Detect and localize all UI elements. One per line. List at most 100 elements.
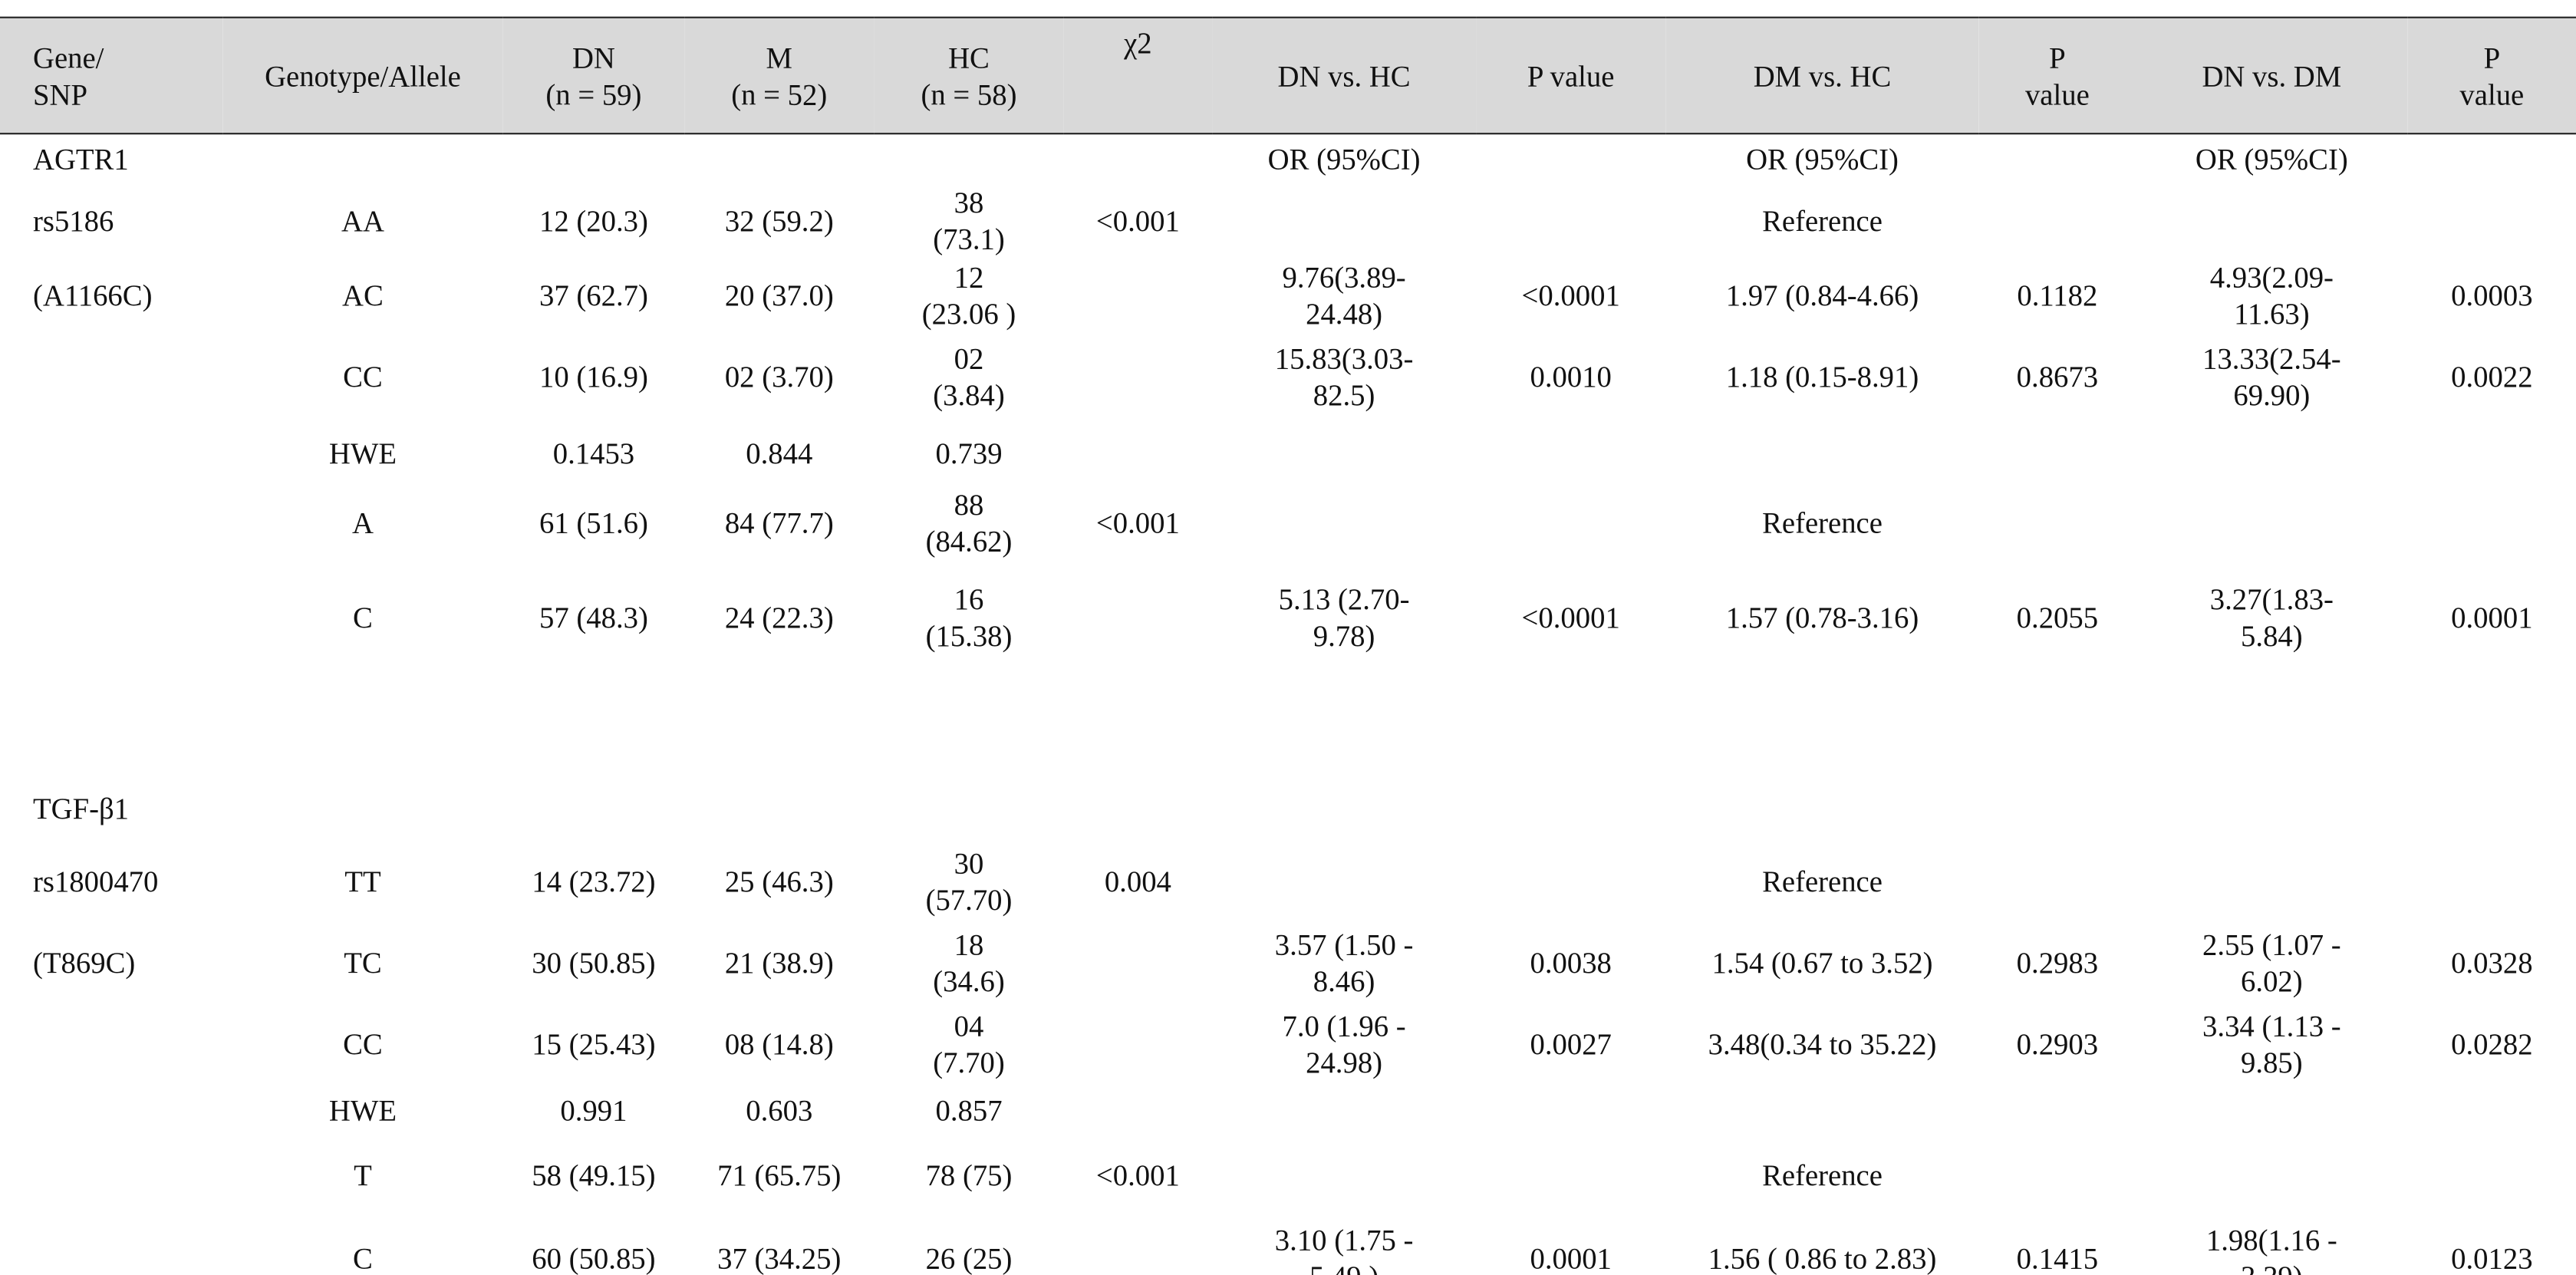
table-cell xyxy=(874,775,1063,842)
table-cell: OR (95%CI) xyxy=(1746,142,1899,176)
table-cell: 0.2055 xyxy=(2016,600,2099,634)
table-cell: <0.0001 xyxy=(1521,278,1620,311)
table-cell: 3.10 (1.75 - 5.49 ) xyxy=(1274,1223,1414,1275)
table-cell: 1.97 (0.84-4.66) xyxy=(1725,278,1919,311)
table-cell: 1.56 ( 0.86 to 2.83) xyxy=(1708,1241,1937,1275)
table-cell: TC xyxy=(344,945,382,979)
table-cell: 61 (51.6) xyxy=(539,505,648,539)
table-cell: <0.001 xyxy=(1095,203,1180,237)
header-cell: P value xyxy=(1527,58,1615,93)
table-cell xyxy=(1665,1083,1978,1136)
header-cell: HC (n = 58) xyxy=(921,41,1017,110)
table-cell xyxy=(1212,1083,1476,1136)
table-cell: 18 (34.6) xyxy=(933,927,1005,997)
table-cell: 60 (50.85) xyxy=(532,1241,656,1275)
table-cell: 02 (3.84) xyxy=(933,341,1005,411)
table-cell xyxy=(1064,1003,1212,1083)
table-cell: 2.55 (1.07 - 6.02) xyxy=(2202,927,2341,997)
table-cell xyxy=(1979,1136,2136,1213)
table-cell: 0.0010 xyxy=(1530,359,1612,393)
table-cell xyxy=(2136,1083,2408,1136)
table-cell: Reference xyxy=(1762,864,1883,898)
table-cell: AGTR1 xyxy=(32,142,129,176)
table-cell: 20 (37.0) xyxy=(724,278,834,311)
table-row: (A1166C) AC 37 (62.7) 20 (37.0) 12 (23.06 ) 9… xyxy=(0,256,2576,333)
table-cell: 0.1182 xyxy=(2017,278,2098,311)
table-cell: 0.2903 xyxy=(2016,1026,2099,1060)
table-body: AGTR1 OR (95%CI) OR (95%CI) OR (95%CI) rs518… xyxy=(0,133,2576,1275)
table-cell xyxy=(1665,775,1978,842)
table-cell: 0.004 xyxy=(1104,864,1171,898)
table-cell xyxy=(1476,1136,1665,1213)
table-cell: 5.13 (2.70-9.78) xyxy=(1278,581,1410,652)
table-cell xyxy=(1064,419,1212,486)
table-cell xyxy=(1476,1083,1665,1136)
table-cell xyxy=(503,133,684,183)
table-cell: 02 (3.70) xyxy=(724,359,834,393)
table-cell xyxy=(0,486,222,558)
header-cell: P value xyxy=(2024,41,2090,110)
table-cell: 08 (14.8) xyxy=(724,1026,834,1060)
table-cell: 13.33(2.54-69.90) xyxy=(2202,341,2341,411)
table-cell: <0.001 xyxy=(1095,505,1180,539)
table-cell: 38 (73.1) xyxy=(933,185,1005,255)
table-cell xyxy=(2136,1136,2408,1213)
data-table: Gene/ SNP Genotype/Allele DN (n = 59) M (n … xyxy=(0,17,2576,1275)
table-cell xyxy=(1979,183,2136,256)
table-cell xyxy=(1979,419,2136,486)
table-cell: 0.0123 xyxy=(2451,1241,2533,1275)
table-cell xyxy=(1476,419,1665,486)
table-cell xyxy=(1064,1083,1212,1136)
table-cell xyxy=(222,133,502,183)
table-row: CC 15 (25.43) 08 (14.8) 04 (7.70) 7.0 (1.96 … xyxy=(0,1003,2576,1083)
table-cell xyxy=(2136,183,2408,256)
table-cell xyxy=(1064,921,1212,1003)
table-cell xyxy=(1979,486,2136,558)
table-cell xyxy=(0,1003,222,1083)
table-cell: 16 (15.38) xyxy=(925,581,1013,652)
table-row: HWE 0.1453 0.844 0.739 xyxy=(0,419,2576,486)
table-cell xyxy=(2408,775,2576,842)
table-cell: 0.0003 xyxy=(2451,278,2533,311)
table-cell xyxy=(1979,775,2136,842)
table-cell: TT xyxy=(344,864,381,898)
table-cell xyxy=(1979,133,2136,183)
table-cell xyxy=(1212,775,1476,842)
table-cell xyxy=(1064,256,1212,333)
table-cell: 0.857 xyxy=(935,1092,1003,1127)
table-cell: 15 (25.43) xyxy=(532,1026,656,1060)
table-cell xyxy=(1064,558,1212,674)
table-row: A 61 (51.6) 84 (77.7) 88 (84.62) <0.001 Refer… xyxy=(0,486,2576,558)
table-cell: C xyxy=(353,600,373,634)
table-cell: 30 (50.85) xyxy=(532,945,656,979)
table-cell xyxy=(874,133,1063,183)
table-cell: HWE xyxy=(328,436,397,469)
table-cell xyxy=(684,133,874,183)
table-cell: 04 (7.70) xyxy=(933,1008,1005,1079)
table-row: TGF-β1 xyxy=(0,775,2576,842)
table-cell: Reference xyxy=(1762,505,1883,539)
table-cell xyxy=(1665,419,1978,486)
table-cell: <0.001 xyxy=(1095,1158,1180,1191)
table-cell: 0.0038 xyxy=(1530,945,1612,979)
table-cell xyxy=(1476,133,1665,183)
table-cell xyxy=(1476,183,1665,256)
table-cell: HWE xyxy=(328,1092,397,1127)
table-cell xyxy=(1064,775,1212,842)
table-cell xyxy=(2136,486,2408,558)
table-cell: OR (95%CI) xyxy=(2195,142,2348,176)
table-cell: 37 (34.25) xyxy=(717,1241,842,1275)
table-cell: rs1800470 xyxy=(32,864,159,898)
table-cell: Reference xyxy=(1762,1158,1883,1191)
table-cell: 9.76(3.89-24.48) xyxy=(1282,259,1406,330)
table-cell xyxy=(1064,333,1212,420)
table-cell xyxy=(1476,841,1665,921)
table-cell: A xyxy=(351,505,374,539)
table-row: HWE 0.991 0.603 0.857 xyxy=(0,1083,2576,1136)
table-cell xyxy=(2408,1136,2576,1213)
table-cell xyxy=(503,775,684,842)
table-cell: Reference xyxy=(1762,203,1883,237)
table-cell xyxy=(1212,183,1476,256)
table-row: AGTR1 OR (95%CI) OR (95%CI) OR (95%CI) xyxy=(0,133,2576,183)
